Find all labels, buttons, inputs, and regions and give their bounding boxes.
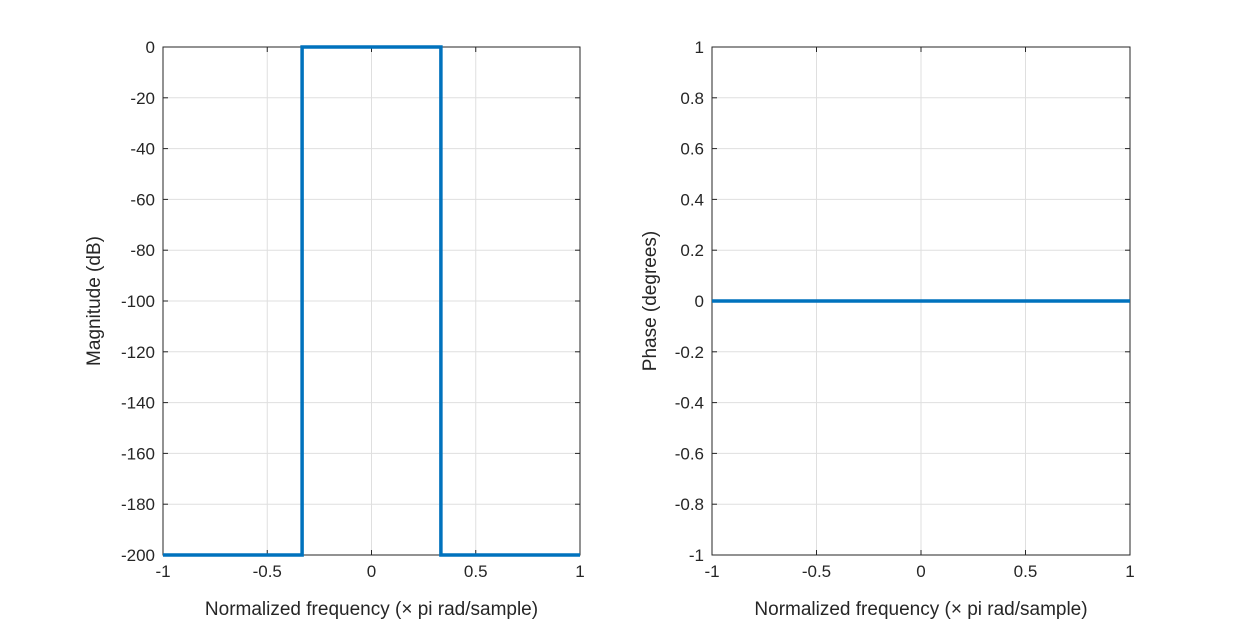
- magnitude-x-tick-label-2: 0: [367, 562, 376, 581]
- phase-y-tick-label-8: -0.6: [675, 444, 704, 463]
- magnitude-y-tick-label-1: -20: [130, 89, 155, 108]
- magnitude-x-tick-label-1: -0.5: [253, 562, 282, 581]
- phase-y-tick-label-4: 0.2: [680, 241, 704, 260]
- phase-y-tick-label-7: -0.4: [675, 394, 704, 413]
- magnitude-y-tick-label-0: 0: [146, 38, 155, 57]
- phase-y-tick-label-1: 0.8: [680, 89, 704, 108]
- phase-y-tick-label-6: -0.2: [675, 343, 704, 362]
- magnitude-axes: -1 -0.5 0 0.5 1 0 -20 -40 -60 -80 -100 -120 -140 -160…: [84, 38, 585, 620]
- magnitude-y-tick-label-2: -40: [130, 140, 155, 159]
- phase-x-tick-label-0: -1: [704, 562, 719, 581]
- magnitude-y-tick-label-4: -80: [130, 241, 155, 260]
- phase-y-tick-label-0: 1: [695, 38, 704, 57]
- phase-y-axis-label: Phase (degrees): [640, 231, 661, 371]
- phase-y-tick-label-2: 0.6: [680, 140, 704, 159]
- phase-y-tick-label-10: -1: [689, 546, 704, 565]
- magnitude-y-tick-label-9: -180: [121, 495, 155, 514]
- magnitude-x-tick-label-0: -1: [155, 562, 170, 581]
- magnitude-series-line-0: [163, 45, 580, 557]
- magnitude-x-axis-label: Normalized frequency (× pi rad/sample): [205, 599, 538, 620]
- magnitude-y-tick-label-3: -60: [130, 190, 155, 209]
- phase-x-axis-label: Normalized frequency (× pi rad/sample): [754, 599, 1087, 620]
- magnitude-y-tick-label-6: -120: [121, 343, 155, 362]
- phase-x-tick-label-3: 0.5: [1014, 562, 1038, 581]
- magnitude-y-tick-label-7: -140: [121, 394, 155, 413]
- phase-y-tick-label-3: 0.4: [680, 190, 704, 209]
- magnitude-x-tick-label-3: 0.5: [464, 562, 488, 581]
- phase-x-tick-label-4: 1: [1125, 562, 1134, 581]
- phase-y-tick-label-9: -0.8: [675, 495, 704, 514]
- phase-y-tick-label-5: 0: [695, 292, 704, 311]
- phase-x-tick-label-1: -0.5: [802, 562, 831, 581]
- phase-x-tick-label-2: 0: [916, 562, 925, 581]
- magnitude-y-tick-label-10: -200: [121, 546, 155, 565]
- magnitude-y-tick-label-5: -100: [121, 292, 155, 311]
- magnitude-x-tick-label-4: 1: [575, 562, 584, 581]
- magnitude-y-tick-label-8: -160: [121, 444, 155, 463]
- magnitude-y-axis-label: Magnitude (dB): [84, 236, 105, 366]
- phase-axes: -1 -0.5 0 0.5 1 1 0.8 0.6 0.4 0.2 0 -0.2 -0.4 -0.6 -0.…: [640, 38, 1135, 620]
